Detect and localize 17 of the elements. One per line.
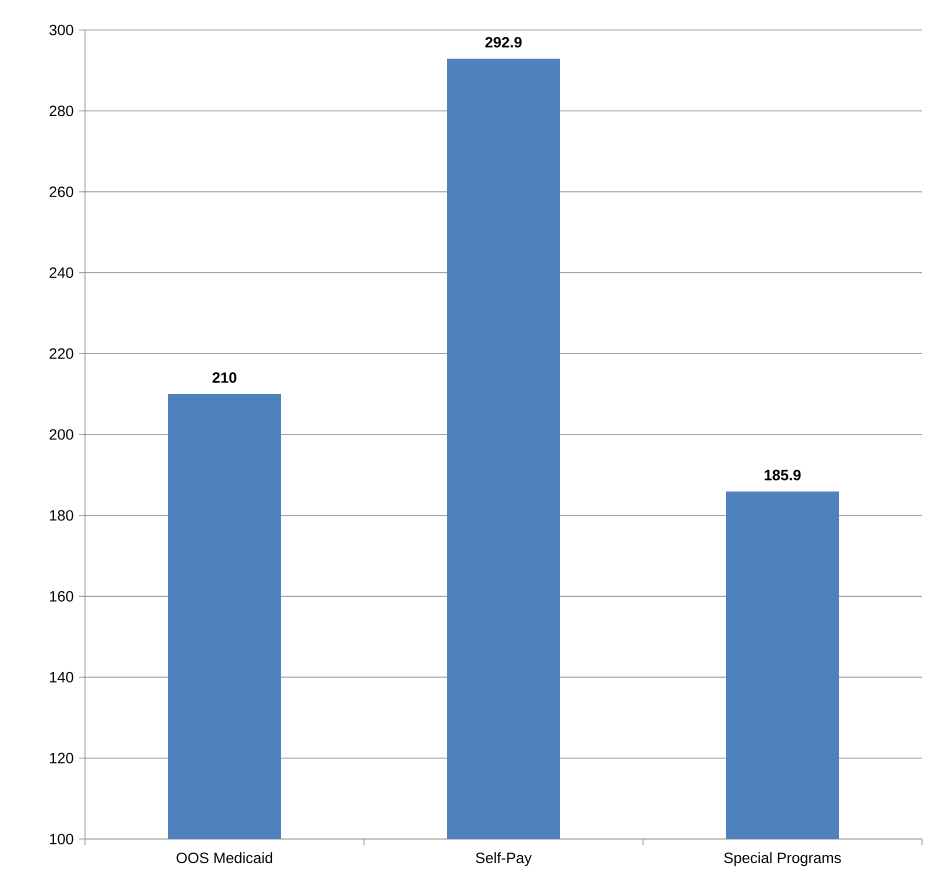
data-label: 292.9 [485, 36, 522, 48]
y-tick-label: 140 [50, 672, 74, 682]
y-tick-label: 280 [50, 106, 74, 116]
x-tick-label: Self-Pay [476, 852, 532, 866]
y-tick-label: 300 [49, 24, 74, 36]
y-tick-label: 120 [50, 752, 74, 764]
x-tick-label: Special Programs [724, 852, 841, 866]
y-tick-label: 200 [50, 429, 74, 440]
y-tick-label: 100 [50, 834, 74, 844]
y-tick-label: 180 [50, 510, 74, 521]
y-tick-label: 240 [50, 267, 74, 278]
y-tick-label: 220 [50, 348, 74, 359]
x-tick-label: OOS Medicaid [176, 852, 272, 864]
data-label: 210 [212, 372, 236, 383]
data-label: 185.9 [764, 470, 801, 480]
y-tick-label: 260 [50, 186, 74, 198]
y-tick-label: 160 [50, 591, 74, 602]
